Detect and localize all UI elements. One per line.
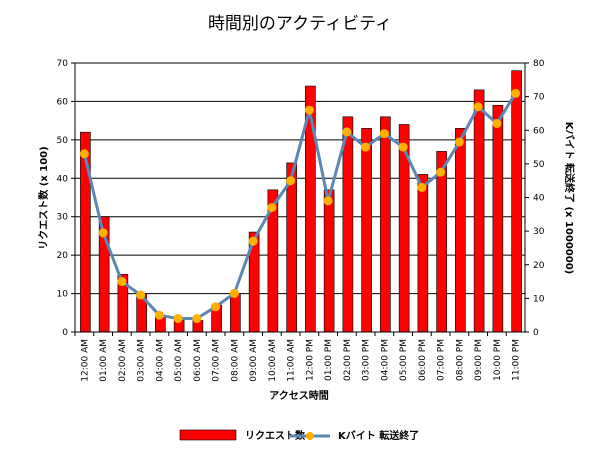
line-point — [398, 142, 408, 152]
x-tick-label: 12:00 AM — [80, 339, 90, 382]
bar — [361, 128, 372, 333]
right-tick-label: 40 — [533, 194, 545, 204]
line-point — [379, 129, 389, 139]
right-tick-label: 50 — [533, 160, 545, 170]
line-point — [267, 203, 277, 213]
x-tick-label: 04:00 AM — [155, 339, 165, 382]
line-point — [511, 88, 521, 98]
x-tick-label: 03:00 PM — [362, 339, 372, 381]
line-point — [248, 236, 258, 246]
bar — [380, 116, 391, 333]
line-point — [136, 290, 146, 300]
x-tick-label: 04:00 PM — [380, 339, 390, 381]
bar — [230, 293, 241, 333]
x-tick-label: 07:00 AM — [212, 339, 222, 382]
x-tick-label: 02:00 PM — [343, 339, 353, 381]
line-point — [173, 314, 183, 324]
line-point — [436, 167, 446, 177]
x-tick-label: 01:00 PM — [324, 339, 334, 381]
x-tick-label: 12:00 PM — [305, 339, 315, 381]
right-tick-label: 0 — [533, 328, 539, 338]
left-axis-title: リクエスト数 (x 100) — [37, 146, 50, 249]
x-tick-label: 02:00 AM — [118, 339, 128, 382]
left-axis-ticks: 0 10 20 30 40 50 60 70 — [57, 59, 75, 338]
x-axis-ticks: 12:00 AM 01:00 AM 02:00 AM 03:00 AM 04:00 AM… — [74, 332, 522, 382]
left-tick-label: 30 — [57, 213, 69, 223]
line-point — [211, 302, 221, 312]
line-point — [323, 196, 333, 206]
line-series-kbytes — [79, 88, 521, 324]
x-tick-label: 11:00 AM — [287, 339, 297, 382]
x-tick-label: 09:00 AM — [249, 339, 259, 382]
line-point — [79, 149, 89, 159]
line-point — [492, 119, 502, 129]
left-tick-label: 70 — [57, 59, 69, 69]
line-point — [454, 137, 464, 147]
line-point — [154, 310, 164, 320]
line-point — [192, 314, 202, 324]
left-tick-label: 0 — [62, 328, 68, 338]
x-tick-label: 11:00 PM — [512, 339, 522, 381]
x-tick-label: 06:00 AM — [193, 339, 203, 382]
legend-label-requests: リクエスト数 — [245, 429, 306, 442]
left-tick-label: 60 — [57, 97, 69, 107]
legend-label-kbytes: Kバイト 転送終了 — [338, 429, 419, 442]
legend-swatch-kbytes-marker — [306, 432, 314, 440]
right-axis-ticks: 0 10 20 30 40 50 60 70 80 — [525, 59, 545, 338]
left-tick-label: 40 — [57, 174, 69, 184]
bar — [323, 189, 335, 333]
bar — [436, 151, 447, 333]
right-tick-label: 30 — [533, 227, 545, 237]
bar — [342, 116, 354, 333]
right-axis-title: Kバイト 転送終了 (x 1000000) — [563, 122, 576, 275]
line-point — [229, 288, 239, 298]
x-tick-label: 09:00 PM — [474, 339, 484, 381]
x-tick-label: 10:00 AM — [268, 339, 278, 382]
chart-title: 時間別のアクティビティ — [208, 14, 392, 34]
line-point — [473, 102, 483, 112]
right-tick-label: 80 — [533, 59, 545, 69]
bar — [492, 104, 504, 333]
bar — [455, 128, 466, 333]
line-point — [98, 228, 108, 238]
bar — [417, 174, 429, 333]
x-tick-label: 01:00 AM — [99, 339, 109, 382]
x-tick-label: 08:00 AM — [230, 339, 240, 382]
x-tick-label: 08:00 PM — [455, 339, 465, 381]
right-tick-label: 20 — [533, 261, 545, 271]
bar — [286, 162, 297, 333]
x-tick-label: 07:00 PM — [437, 339, 447, 381]
line-point — [304, 105, 314, 115]
line-point — [342, 127, 352, 137]
x-tick-label: 06:00 PM — [418, 339, 428, 381]
x-tick-label: 03:00 AM — [137, 339, 147, 382]
left-tick-label: 20 — [57, 251, 69, 261]
legend-swatch-requests — [179, 429, 237, 441]
x-axis-title: アクセス時間 — [269, 389, 329, 402]
line-point — [117, 277, 127, 287]
bar — [473, 89, 485, 333]
x-tick-label: 05:00 AM — [174, 339, 184, 382]
left-tick-label: 50 — [57, 136, 69, 146]
x-tick-label: 05:00 PM — [399, 339, 409, 381]
legend: リクエスト数 Kバイト 転送終了 — [179, 429, 419, 442]
line-point — [361, 142, 371, 152]
series-line — [82, 92, 517, 321]
right-tick-label: 70 — [533, 93, 545, 103]
right-tick-label: 60 — [533, 126, 545, 136]
right-tick-label: 10 — [533, 294, 545, 304]
bar-series-requests — [80, 70, 522, 333]
line-point — [286, 176, 296, 186]
x-tick-label: 10:00 PM — [493, 339, 503, 381]
left-tick-label: 10 — [57, 290, 69, 300]
line-point — [417, 182, 427, 192]
bar — [511, 70, 522, 333]
